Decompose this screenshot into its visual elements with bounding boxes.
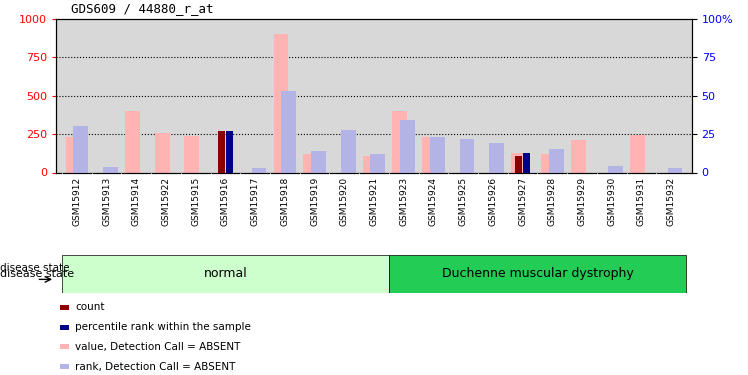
Text: GSM15922: GSM15922 xyxy=(162,177,171,226)
Text: GSM15916: GSM15916 xyxy=(221,177,230,226)
Bar xyxy=(549,148,563,172)
Bar xyxy=(400,120,415,172)
Text: GSM15921: GSM15921 xyxy=(370,177,378,226)
Bar xyxy=(422,137,437,172)
Bar xyxy=(185,136,199,172)
Text: value, Detection Call = ABSENT: value, Detection Call = ABSENT xyxy=(75,342,241,352)
Text: GSM15917: GSM15917 xyxy=(251,177,260,226)
Text: GSM15932: GSM15932 xyxy=(666,177,675,226)
Bar xyxy=(630,135,645,172)
Text: rank, Detection Call = ABSENT: rank, Detection Call = ABSENT xyxy=(75,362,236,372)
Text: GSM15913: GSM15913 xyxy=(102,177,111,226)
Text: normal: normal xyxy=(203,267,248,280)
Bar xyxy=(103,167,118,172)
Text: disease state: disease state xyxy=(0,263,70,273)
Text: Duchenne muscular dystrophy: Duchenne muscular dystrophy xyxy=(441,267,634,280)
Text: GSM15923: GSM15923 xyxy=(399,177,408,226)
Bar xyxy=(393,111,407,172)
Bar xyxy=(512,153,526,173)
Bar xyxy=(430,137,445,172)
Text: GSM15927: GSM15927 xyxy=(518,177,527,226)
Text: percentile rank within the sample: percentile rank within the sample xyxy=(75,322,251,332)
Bar xyxy=(251,168,266,172)
Text: GSM15926: GSM15926 xyxy=(488,177,497,226)
Bar xyxy=(60,325,70,330)
Bar xyxy=(60,305,70,310)
Bar xyxy=(459,139,474,172)
Bar xyxy=(281,91,296,172)
Text: GSM15930: GSM15930 xyxy=(607,177,616,226)
Bar xyxy=(515,156,522,172)
Bar xyxy=(389,255,686,292)
Text: GSM15925: GSM15925 xyxy=(459,177,468,226)
Text: GSM15929: GSM15929 xyxy=(577,177,586,226)
Text: GDS609 / 44880_r_at: GDS609 / 44880_r_at xyxy=(71,2,214,15)
Bar xyxy=(62,255,389,292)
Bar xyxy=(370,154,385,173)
Bar xyxy=(60,345,70,350)
Text: GSM15915: GSM15915 xyxy=(191,177,200,226)
Bar xyxy=(667,168,682,172)
Bar xyxy=(218,131,225,172)
Text: GSM15919: GSM15919 xyxy=(310,177,319,226)
Bar xyxy=(66,137,81,172)
Bar xyxy=(541,154,556,173)
Bar xyxy=(73,126,88,172)
Text: GSM15924: GSM15924 xyxy=(429,177,438,226)
Bar xyxy=(523,153,530,173)
Bar xyxy=(303,154,318,173)
Bar xyxy=(311,151,326,172)
Bar xyxy=(125,111,140,172)
Bar xyxy=(226,131,233,172)
Bar xyxy=(60,364,70,369)
Text: GSM15920: GSM15920 xyxy=(340,177,349,226)
Text: GSM15928: GSM15928 xyxy=(548,177,557,226)
Text: GSM15931: GSM15931 xyxy=(637,177,646,226)
Text: GSM15918: GSM15918 xyxy=(280,177,289,226)
Bar xyxy=(489,143,504,172)
Bar xyxy=(363,156,378,172)
Text: count: count xyxy=(75,302,105,312)
Text: disease state: disease state xyxy=(0,269,74,279)
Bar xyxy=(341,130,355,172)
Text: GSM15912: GSM15912 xyxy=(73,177,82,226)
Bar xyxy=(155,133,170,172)
Bar xyxy=(274,34,289,172)
Bar xyxy=(608,166,623,172)
Text: GSM15914: GSM15914 xyxy=(132,177,141,226)
Bar xyxy=(571,140,586,172)
